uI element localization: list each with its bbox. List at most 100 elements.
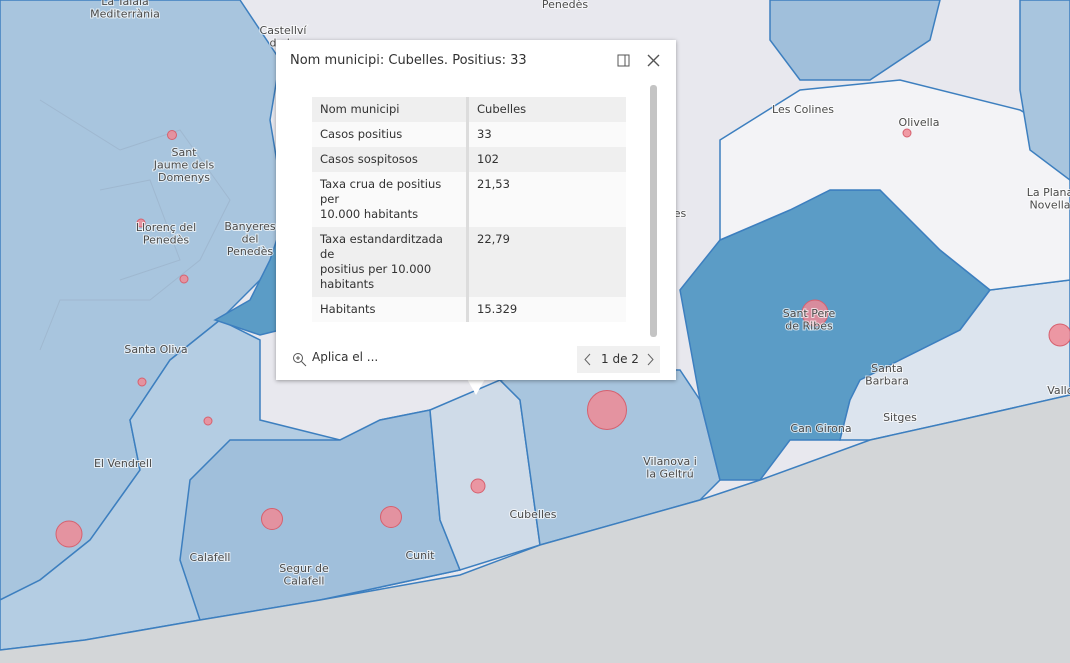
prev-button[interactable] xyxy=(583,353,593,367)
coastline xyxy=(0,394,1070,651)
place-label-line: La Plana xyxy=(1027,186,1070,199)
next-arrow xyxy=(647,353,654,366)
cell-text: habitants xyxy=(320,277,375,291)
table-row: Casos positius 33 xyxy=(312,122,626,147)
region xyxy=(769,0,941,81)
popup-title: Nom municipi: Cubelles. Positius: 33 xyxy=(290,53,527,68)
field-cell: Taxa estandarditzada de positius per 10.0… xyxy=(312,227,469,297)
symbol xyxy=(136,218,146,228)
place-label: La Talaia Mediterrània xyxy=(90,0,160,21)
cell-text: Cubelles xyxy=(477,102,527,116)
value-cell: 33 xyxy=(467,122,626,147)
place-label: Les Colines xyxy=(772,103,834,116)
place-label-line: Penedès xyxy=(227,245,273,258)
place-label: Sitges xyxy=(883,411,917,424)
field-cell: Casos positius xyxy=(312,122,469,147)
field-cell: Nom municipi xyxy=(312,97,469,122)
symbol xyxy=(179,274,189,284)
place-label-line: Sitges xyxy=(883,411,917,424)
place-label-line: Novella xyxy=(1029,199,1070,212)
symbol xyxy=(167,130,177,140)
place-label-line: Barbara xyxy=(865,375,909,388)
place-label: Olivella xyxy=(899,116,940,129)
zoom-action[interactable]: Aplica el ... xyxy=(312,350,379,364)
place-label-line: Llorenç del xyxy=(136,221,196,234)
next-button[interactable] xyxy=(645,353,655,367)
boundary xyxy=(39,99,231,351)
popup-pointer xyxy=(467,379,485,395)
symbol xyxy=(380,506,402,528)
place-label-line: es xyxy=(674,207,687,220)
place-label-line: de Ribes xyxy=(785,320,833,333)
place-label-line: Castellví xyxy=(260,24,308,37)
place-label: Santa Barbara xyxy=(865,362,909,388)
symbol xyxy=(587,390,627,430)
place-label-line: del xyxy=(242,233,259,246)
place-label-line: Cunit xyxy=(406,549,436,562)
place-label-line: Vilanova i xyxy=(643,455,697,468)
cell-text: 102 xyxy=(477,152,499,166)
scrollbar[interactable] xyxy=(650,85,657,337)
place-label-line: El Vendrell xyxy=(94,457,152,470)
place-label: Sant Pere de Ribes xyxy=(783,307,836,333)
attribute-table: Nom municipi Cubelles Casos positius 33 Caso… xyxy=(312,97,626,322)
place-label-line: Santa xyxy=(871,362,903,375)
table-row: Nom municipi Cubelles xyxy=(312,97,626,122)
table-row: Taxa crua de positius per 10.000 habitant… xyxy=(312,172,626,227)
place-label-line: Vallc xyxy=(1047,384,1070,397)
cell-text: Casos positius xyxy=(320,127,403,141)
place-label-line: Olivella xyxy=(899,116,940,129)
pager: 1 de 2 xyxy=(577,346,660,373)
cell-text: 22,79 xyxy=(477,232,510,246)
place-label-line: Segur de xyxy=(279,562,329,575)
place-label-line: Can Girona xyxy=(790,422,851,435)
value-cell: 15.329 xyxy=(467,297,626,322)
place-label-line: Sant xyxy=(171,146,197,159)
value-cell: 22,79 xyxy=(467,227,626,297)
symbol xyxy=(137,377,147,387)
boundary xyxy=(99,179,181,281)
place-label: Can Girona xyxy=(790,422,851,435)
place-label-line: la Geltrú xyxy=(646,468,693,481)
table-row: Casos sospitosos 102 xyxy=(312,147,626,172)
place-label: Cubelles xyxy=(509,508,556,521)
place-label: Banyeres del Penedès xyxy=(224,220,276,258)
field-cell: Taxa crua de positius per 10.000 habitant… xyxy=(312,172,469,227)
zoom-icon-lens xyxy=(293,353,303,363)
place-label-line: Calafell xyxy=(284,575,325,588)
place-label-line: Penedès xyxy=(143,234,189,247)
cell-text: Casos sospitosos xyxy=(320,152,418,166)
place-labels: La TalaiaMediterràniaCastellvíde laPened… xyxy=(89,0,1070,589)
place-label-line: Banyeres xyxy=(224,220,276,233)
symbol xyxy=(203,416,213,426)
place-label-line: Les Colines xyxy=(772,103,834,116)
sea xyxy=(0,395,1070,663)
symbol xyxy=(1048,323,1070,347)
place-label-line: Calafell xyxy=(190,551,231,564)
symbol xyxy=(902,128,912,138)
popup: Nom municipi: Cubelles. Positius: 33 Nom… xyxy=(276,40,676,380)
place-label-line: Sant Pere xyxy=(783,307,836,320)
field-cell: Habitants xyxy=(312,297,469,322)
region xyxy=(839,279,1070,441)
place-label-line: La Talaia xyxy=(101,0,149,8)
place-label-line: Domenys xyxy=(158,171,210,184)
value-cell: 21,53 xyxy=(467,172,626,227)
popup-controls xyxy=(617,54,660,67)
cell-text: positius per 10.000 xyxy=(320,262,432,276)
symbol xyxy=(470,478,486,494)
cell-text: 10.000 habitants xyxy=(320,207,419,221)
place-label: Llorenç del Penedès xyxy=(136,221,196,247)
place-label: Calafell xyxy=(190,551,231,564)
place-label: Cunit xyxy=(406,549,436,562)
cell-text: Nom municipi xyxy=(320,102,400,116)
dock-button[interactable] xyxy=(617,54,630,67)
field-cell: Casos sospitosos xyxy=(312,147,469,172)
place-label-line: Cubelles xyxy=(509,508,556,521)
table-row: Taxa estandarditzada de positius per 10.0… xyxy=(312,227,626,297)
cell-text: 21,53 xyxy=(477,177,510,191)
close-button[interactable] xyxy=(647,54,660,67)
value-cell: Cubelles xyxy=(467,97,626,122)
place-label: La Plana Novella xyxy=(1027,186,1070,212)
